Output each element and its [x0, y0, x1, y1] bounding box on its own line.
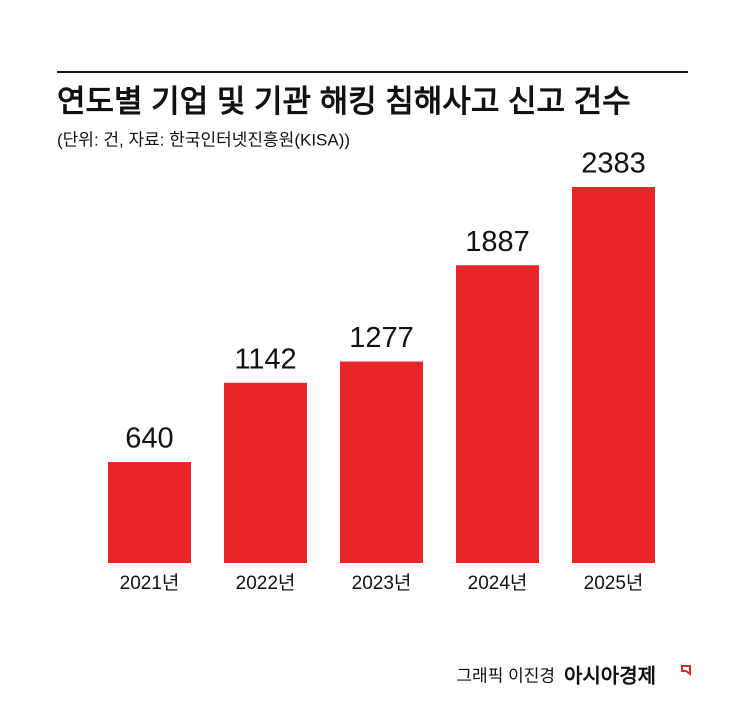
chart-subtitle: (단위: 건, 자료: 한국인터넷진흥원(KISA))	[57, 130, 350, 149]
bar	[572, 187, 655, 563]
bar	[456, 265, 539, 563]
value-label: 1887	[465, 226, 530, 258]
x-tick-label: 2024년	[468, 572, 528, 594]
x-tick-label: 2025년	[584, 572, 644, 594]
bar	[340, 361, 423, 563]
value-label: 1142	[234, 343, 296, 375]
publisher-logo: 아시아경제	[564, 664, 656, 687]
bar	[224, 382, 307, 563]
chart-title: 연도별 기업 및 기관 해킹 침해사고 신고 건수	[57, 84, 631, 119]
credit: 그래픽 이진경	[456, 666, 555, 685]
x-tick-label: 2023년	[352, 572, 412, 594]
x-tick-label: 2021년	[120, 572, 180, 594]
value-label: 1277	[349, 322, 414, 354]
value-label: 640	[125, 423, 173, 455]
logo-icon	[681, 665, 691, 676]
x-tick-label: 2022년	[236, 572, 296, 594]
bar	[108, 462, 191, 563]
value-label: 2383	[581, 148, 646, 180]
